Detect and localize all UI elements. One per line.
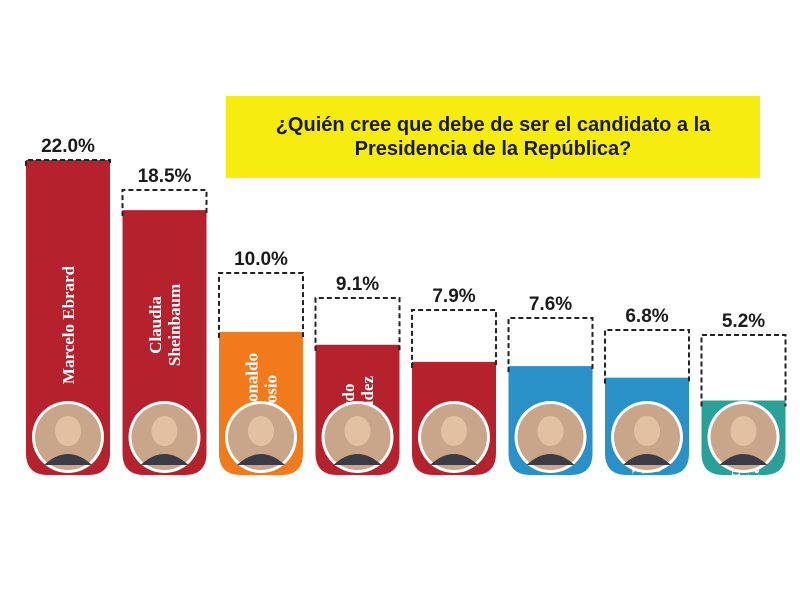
- value-label: 5.2%: [722, 311, 765, 332]
- shoulders-shape: [333, 454, 382, 465]
- face-shape: [344, 416, 371, 446]
- chart-title-line-1: ¿Quién cree que debe de ser el candidato…: [275, 114, 711, 136]
- value-label: 9.1%: [336, 274, 379, 295]
- candidate-name-label: Marcelo Ebrard: [59, 265, 78, 384]
- shoulders-shape: [140, 454, 189, 465]
- name-label-group: Marcelo Ebrard: [59, 265, 78, 384]
- bar-outline-dashed: [121, 189, 208, 217]
- value-label: 7.6%: [529, 294, 572, 315]
- face-shape: [730, 416, 757, 446]
- value-label: 18.5%: [138, 166, 192, 187]
- value-label: 6.8%: [625, 306, 668, 327]
- shoulders-shape: [430, 454, 478, 465]
- face-shape: [537, 416, 564, 446]
- bar-outline-dashed: [25, 159, 111, 166]
- face-shape: [248, 416, 274, 446]
- bar-outline-dashed: [700, 334, 787, 407]
- bar-outline-dashed: [604, 329, 690, 384]
- bar-outline-dashed: [314, 297, 401, 351]
- face-shape: [634, 416, 660, 446]
- value-label: 22.0%: [41, 136, 95, 157]
- face-shape: [151, 416, 178, 446]
- candidate-name-label: Claudia: [146, 296, 165, 354]
- shoulders-shape: [719, 454, 768, 465]
- shoulders-shape: [623, 454, 671, 465]
- bar-outline-dashed: [507, 317, 594, 373]
- bar-outline-dashed: [411, 309, 497, 368]
- shoulders-shape: [237, 454, 285, 465]
- chart-title-line-2: Presidencia de la República?: [354, 138, 632, 160]
- face-shape: [441, 416, 467, 446]
- face-shape: [55, 416, 81, 446]
- bar-outline-dashed: [218, 272, 304, 338]
- value-label: 10.0%: [234, 249, 288, 270]
- bar: [26, 160, 110, 475]
- shoulders-shape: [44, 454, 92, 465]
- name-label-group: Claudia Sheinbaum: [146, 284, 184, 366]
- value-label: 7.9%: [432, 286, 475, 307]
- candidate-name-label: Sheinbaum: [165, 284, 184, 366]
- chart-title-box: ¿Quién cree que debe de ser el candidato…: [226, 96, 760, 178]
- shoulders-shape: [526, 454, 575, 465]
